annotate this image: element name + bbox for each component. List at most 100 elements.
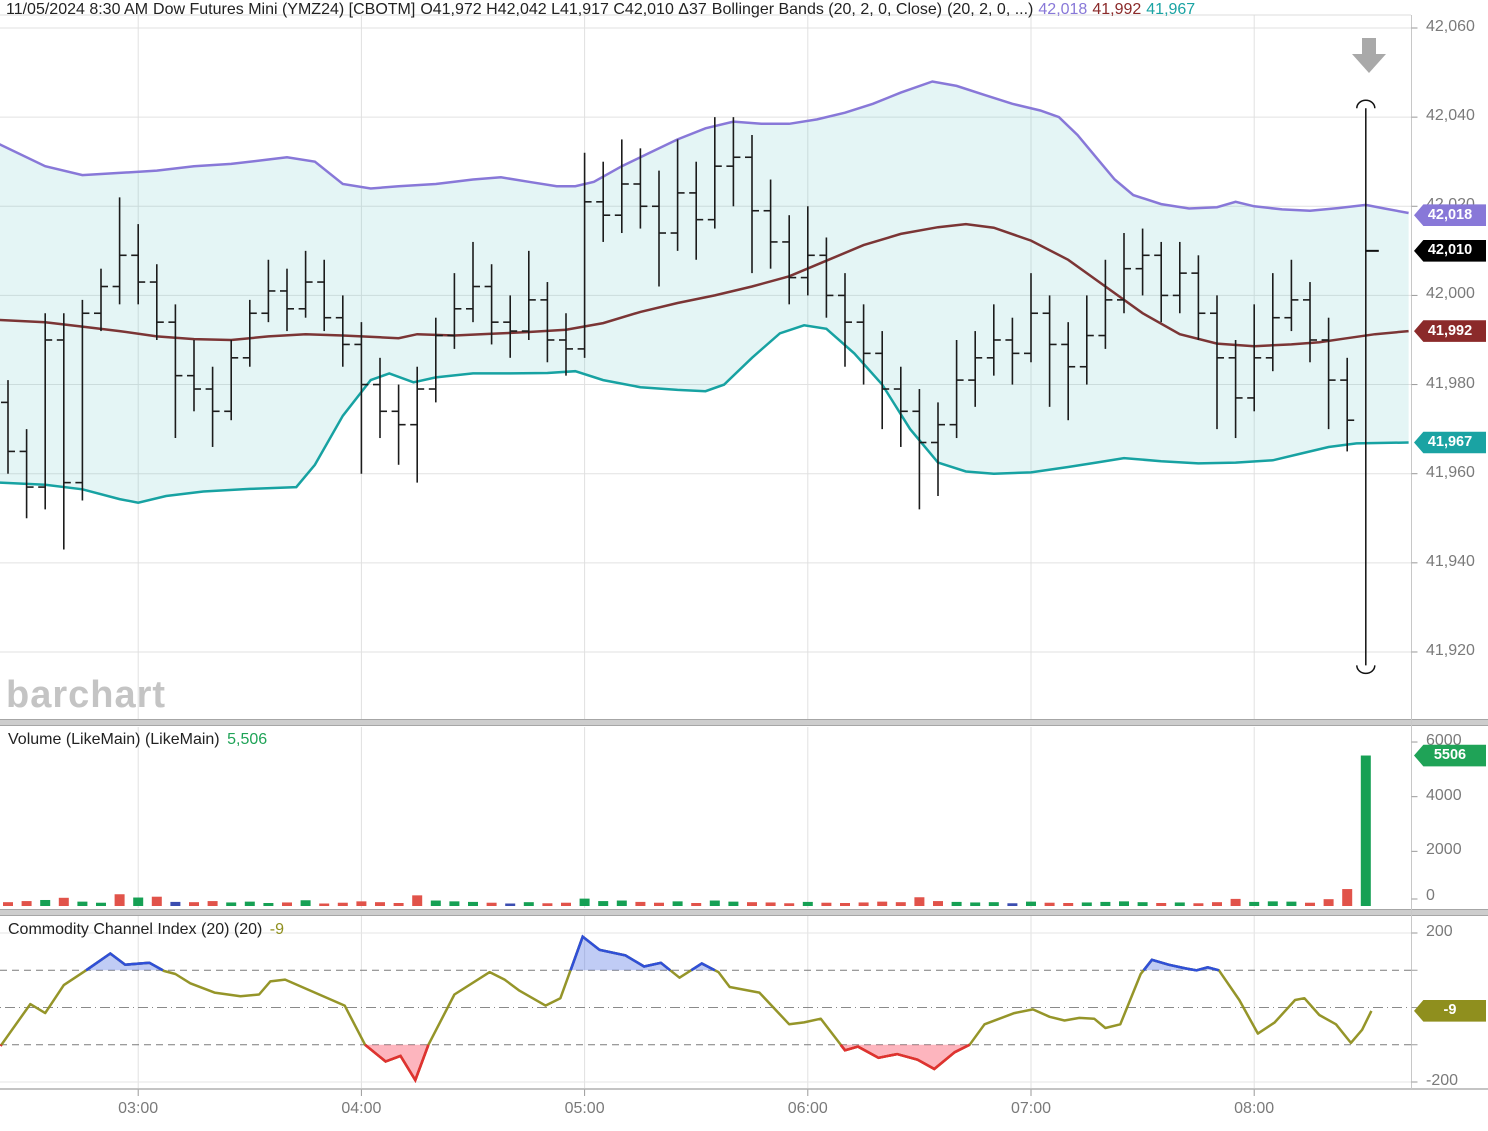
panel-chrome <box>0 14 1488 1090</box>
volume-bar <box>691 902 702 906</box>
volume-bar <box>654 902 664 906</box>
volume-bar <box>1342 889 1353 906</box>
volume-value-tag: 5506 <box>1414 744 1486 767</box>
volume-bar <box>77 901 88 906</box>
volume-bar <box>1305 902 1315 906</box>
bollinger-lower-band <box>0 324 1409 504</box>
bollinger-middle-band <box>0 222 1409 348</box>
time-axis-label: 06:00 <box>787 1100 828 1117</box>
volume-bar <box>598 901 609 906</box>
price-axis-label: 42,040 <box>1426 107 1475 125</box>
volume-bar <box>282 902 292 906</box>
volume-bar <box>1044 902 1055 906</box>
volume-bar <box>635 901 646 906</box>
volume-bar <box>468 901 478 906</box>
cci-value-tag: -9 <box>1414 1000 1486 1022</box>
volume-bar <box>96 902 106 906</box>
price-axis-label: 42,000 <box>1426 285 1475 303</box>
price-axis-label: 41,980 <box>1426 374 1475 392</box>
price-axis-label: 41,920 <box>1426 641 1475 659</box>
bollinger-upper-band <box>0 80 1409 215</box>
price-value-tag: 41,992 <box>1414 320 1486 342</box>
cci-colored-segment <box>569 934 671 972</box>
cci-overbought-fill <box>1143 959 1219 971</box>
volume-bar <box>561 902 571 906</box>
volume-bar <box>1286 901 1297 906</box>
cci-colored-segment <box>1142 958 1220 972</box>
current-bar-range-marker <box>1356 99 1379 675</box>
volume-bar <box>189 902 199 906</box>
cci-colored-segment <box>0 1044 3 1047</box>
cci-line <box>0 935 1373 1082</box>
volume-bar <box>616 900 627 906</box>
volume-bar <box>1026 901 1036 906</box>
divider-volume-cci <box>0 909 1488 916</box>
volume-bar <box>858 902 869 906</box>
volume-bar <box>21 901 32 906</box>
volume-bar <box>263 902 274 906</box>
volume-axis-label: 4000 <box>1426 786 1462 804</box>
volume-bar <box>933 901 943 906</box>
price-value-tag: 42,010 <box>1414 240 1486 262</box>
volume-bar <box>1119 901 1129 906</box>
volume-bar <box>58 897 69 906</box>
price-value-tag: 41,967 <box>1414 431 1486 454</box>
volume-bar <box>1323 899 1334 906</box>
volume-bar <box>449 901 460 906</box>
volume-bars <box>3 755 1371 906</box>
cci-colored-segment <box>364 1043 430 1083</box>
volume-bar <box>412 895 423 906</box>
volume-bar <box>393 902 404 906</box>
cci-axis-label: 200 <box>1426 923 1453 940</box>
volume-bar <box>226 902 237 906</box>
volume-bar <box>505 903 516 906</box>
volume-bar <box>765 902 776 906</box>
scroll-to-latest-arrow-icon[interactable] <box>1352 38 1386 73</box>
volume-bar <box>244 901 255 906</box>
volume-bar <box>1100 901 1111 906</box>
volume-bar <box>951 901 962 906</box>
volume-bar <box>914 897 925 906</box>
volume-bar <box>114 894 125 906</box>
volume-bar <box>1267 901 1278 906</box>
volume-bar <box>672 901 683 906</box>
volume-bar <box>319 903 330 906</box>
ohlc-bars <box>1 117 1355 550</box>
volume-bar <box>1156 902 1167 906</box>
volume-bar <box>1360 755 1371 906</box>
cci-colored-segment <box>85 951 164 972</box>
volume-bar <box>300 900 311 906</box>
time-axis-label: 05:00 <box>564 1100 605 1117</box>
volume-bar <box>579 898 590 906</box>
volume-bar <box>151 896 162 906</box>
volume-axis-label: 0 <box>1426 887 1435 904</box>
volume-bar <box>430 900 441 906</box>
cci-axis-label: -200 <box>1426 1072 1459 1089</box>
volume-bar <box>1230 898 1241 906</box>
price-axis-label: 41,960 <box>1426 463 1475 481</box>
volume-bar <box>1193 903 1204 906</box>
cci-colored-segment <box>690 962 716 972</box>
time-axis-label: 03:00 <box>118 1100 159 1117</box>
cci-overbought-fill <box>570 936 671 971</box>
volume-bar <box>356 901 367 906</box>
volume-bar <box>3 902 13 906</box>
volume-bar <box>337 902 348 906</box>
volume-bar <box>542 903 553 906</box>
volume-bar <box>709 900 720 906</box>
time-axis-label: 08:00 <box>1234 1100 1275 1117</box>
volume-bar <box>821 902 832 906</box>
price-axis-label: 41,940 <box>1426 552 1475 570</box>
price-value-tag: 42,018 <box>1414 204 1486 226</box>
time-axis-label: 07:00 <box>1010 1100 1052 1117</box>
volume-bar <box>170 901 181 906</box>
volume-bar <box>486 902 497 906</box>
volume-bar <box>523 902 534 906</box>
volume-bar <box>1007 903 1018 906</box>
volume-bar <box>895 902 906 906</box>
volume-bar <box>1081 902 1092 906</box>
volume-bar <box>784 903 795 906</box>
cci-oversold-fill <box>840 1044 970 1069</box>
